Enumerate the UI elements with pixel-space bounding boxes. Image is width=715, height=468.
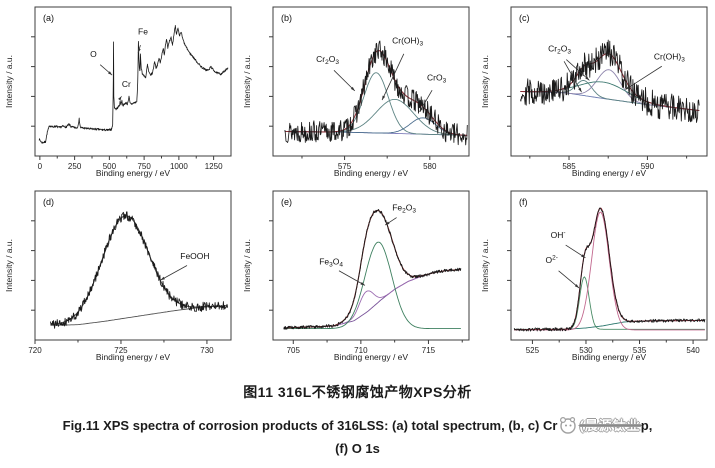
- svg-text:CrO3: CrO3: [427, 72, 447, 84]
- svg-text:Cr(OH)3: Cr(OH)3: [392, 36, 423, 48]
- caption-english-prefix: Fig.11 XPS spectra of corrosion products…: [62, 418, 558, 433]
- svg-text:Intensity / a.u.: Intensity / a.u.: [242, 55, 252, 108]
- svg-text:590: 590: [641, 162, 655, 171]
- svg-text:Fe3O4: Fe3O4: [319, 256, 343, 268]
- xps-panel-e: 705 710 715 Binding energy / eV Intensity / …: [240, 186, 475, 366]
- svg-text:Intensity / a.u.: Intensity / a.u.: [4, 55, 14, 108]
- chart-d: 720 725 730 Binding energy / eV Intensity / …: [4, 190, 232, 362]
- svg-text:(d): (d): [43, 197, 54, 207]
- chart-a: 0 250 500 750 1000 1250 Binding energy / eV Int…: [4, 6, 232, 178]
- chart-b: 575 580 Binding energy / eV Intensity / a.u…: [242, 6, 470, 178]
- svg-text:715: 715: [422, 346, 436, 355]
- svg-text:(a): (a): [43, 13, 54, 23]
- svg-text:750: 750: [137, 162, 151, 171]
- svg-text:530: 530: [579, 346, 593, 355]
- svg-text:(e): (e): [281, 197, 292, 207]
- svg-text:Binding energy / eV: Binding energy / eV: [334, 352, 409, 362]
- svg-text:580: 580: [423, 162, 437, 171]
- chart-f: 525 530 535 540 Binding energy / eV Intensity…: [480, 190, 708, 362]
- xps-panel-c: 585 590 Binding energy / eV Intensity / a.u…: [478, 2, 713, 182]
- svg-text:1250: 1250: [205, 162, 223, 171]
- svg-text:Fe: Fe: [138, 26, 148, 36]
- svg-text:Intensity / a.u.: Intensity / a.u.: [242, 239, 252, 292]
- svg-text:Intensity / a.u.: Intensity / a.u.: [480, 55, 490, 108]
- svg-text:575: 575: [338, 162, 352, 171]
- xps-panel-b: 575 580 Binding energy / eV Intensity / a.u…: [240, 2, 475, 182]
- svg-text:(c): (c): [519, 13, 530, 23]
- figure-caption: 图11 316L不锈钢腐蚀产物XPS分析 Fig.11 XPS spectra …: [0, 382, 715, 456]
- svg-text:525: 525: [526, 346, 540, 355]
- svg-text:O2-: O2-: [545, 255, 557, 266]
- svg-text:Cr(OH)3: Cr(OH)3: [654, 51, 685, 63]
- chart-e: 705 710 715 Binding energy / eV Intensity / …: [242, 190, 470, 362]
- svg-text:Binding energy / eV: Binding energy / eV: [572, 352, 647, 362]
- svg-text:250: 250: [68, 162, 82, 171]
- svg-text:710: 710: [354, 346, 368, 355]
- caption-chinese: 图11 316L不锈钢腐蚀产物XPS分析: [243, 384, 472, 400]
- xps-panel-a: 0 250 500 750 1000 1250 Binding energy / eV Int…: [2, 2, 237, 182]
- svg-text:FeOOH: FeOOH: [180, 251, 209, 261]
- xps-panels-grid: 0 250 500 750 1000 1250 Binding energy / eV Int…: [2, 2, 713, 366]
- caption-english-line2: (f) O 1s: [335, 441, 380, 456]
- svg-text:Cr: Cr: [122, 79, 131, 89]
- caption-english-line1: Fig.11 XPS spectra of corrosion products…: [0, 415, 715, 435]
- caption-english-suffix: p,: [640, 418, 653, 433]
- svg-text:Intensity / a.u.: Intensity / a.u.: [480, 239, 490, 292]
- watermark-mascot-icon: [558, 415, 578, 435]
- svg-text:535: 535: [633, 346, 647, 355]
- svg-text:Cr2O3: Cr2O3: [316, 54, 339, 66]
- svg-text:585: 585: [562, 162, 576, 171]
- svg-text:Binding energy / eV: Binding energy / eV: [96, 168, 171, 178]
- watermark-text: (晨源钛业: [579, 418, 641, 433]
- svg-text:OH-: OH-: [551, 230, 566, 241]
- svg-text:705: 705: [287, 346, 301, 355]
- svg-text:Binding energy / eV: Binding energy / eV: [572, 168, 647, 178]
- svg-text:Cr2O3: Cr2O3: [548, 44, 571, 56]
- svg-text:Fe2O3: Fe2O3: [392, 203, 416, 215]
- svg-text:Intensity / a.u.: Intensity / a.u.: [4, 239, 14, 292]
- svg-text:1000: 1000: [170, 162, 188, 171]
- xps-panel-f: 525 530 535 540 Binding energy / eV Intensity…: [478, 186, 713, 366]
- svg-text:O: O: [90, 49, 97, 59]
- svg-text:500: 500: [103, 162, 117, 171]
- svg-text:540: 540: [686, 346, 700, 355]
- svg-text:730: 730: [200, 346, 214, 355]
- svg-text:725: 725: [114, 346, 128, 355]
- svg-text:720: 720: [28, 346, 42, 355]
- svg-text:(f): (f): [519, 197, 528, 207]
- svg-text:Binding energy / eV: Binding energy / eV: [334, 168, 409, 178]
- svg-text:(b): (b): [281, 13, 292, 23]
- svg-text:Binding energy / eV: Binding energy / eV: [96, 352, 171, 362]
- svg-text:0: 0: [38, 162, 43, 171]
- xps-panel-d: 720 725 730 Binding energy / eV Intensity / …: [2, 186, 237, 366]
